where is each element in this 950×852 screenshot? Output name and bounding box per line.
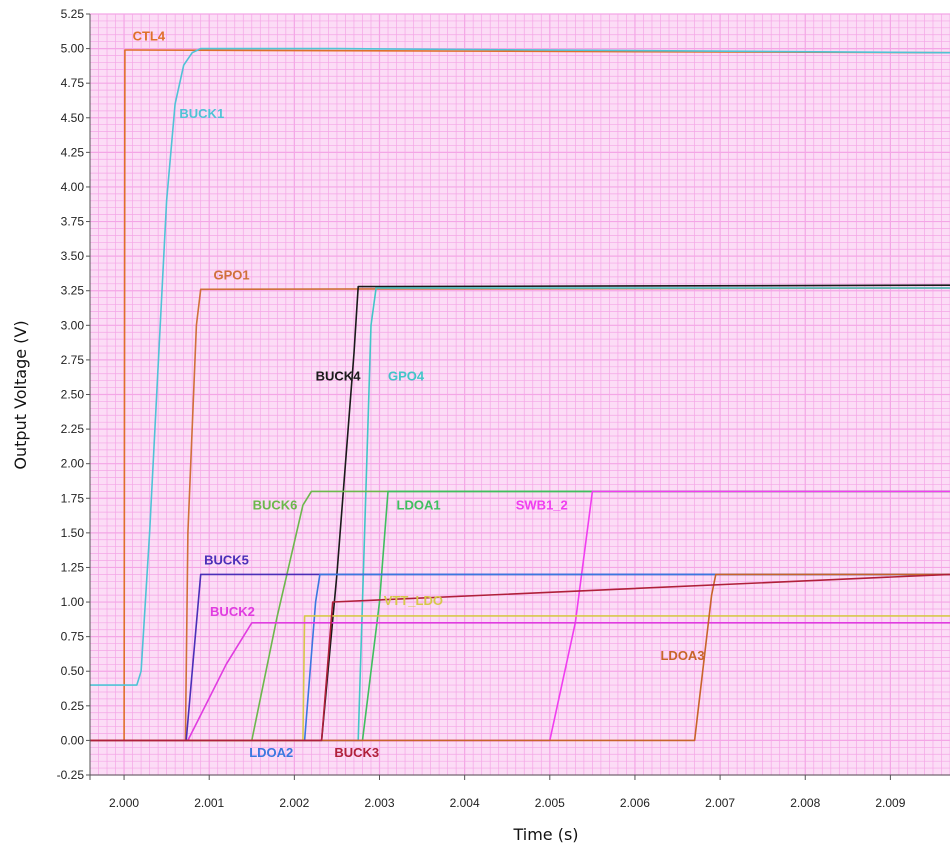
series-labels: CTL4 BUCK1 GPO1 BUCK4 GPO4 BUCK6 LDOA1 SWB1_2 BU… (133, 28, 705, 760)
series-label-ldoa1: LDOA1 (397, 497, 441, 512)
y-tick-label: 4.25 (61, 145, 85, 159)
y-tick-label: 1.00 (61, 595, 85, 609)
y-tick-label: 5.25 (61, 7, 85, 21)
x-tick-label: 2.008 (790, 796, 820, 810)
x-tick-label: 2.005 (535, 796, 565, 810)
series-line-buck1 (90, 47, 950, 686)
series-label-vtt_ldo: VTT_LDO (384, 593, 443, 608)
y-tick-label: 4.50 (61, 111, 85, 125)
y-tick-label: 4.00 (61, 180, 85, 194)
series-label-ctl4: CTL4 (133, 28, 166, 43)
series-line-buck3 (90, 573, 950, 742)
y-tick-label: 3.00 (61, 318, 85, 332)
y-tick-label: 2.25 (61, 422, 85, 436)
series-line-ldoa3 (90, 573, 950, 742)
x-tick-label: 2.003 (364, 796, 394, 810)
series-label-buck3: BUCK3 (334, 745, 379, 760)
series-label-ldoa3: LDOA3 (660, 648, 704, 663)
y-ticks: -0.25 0.00 0.25 0.50 0.75 1.00 1.25 1.50 1.75 2.0… (57, 7, 90, 782)
x-axis-label: Time (s) (512, 825, 578, 844)
x-tick-label: 2.001 (194, 796, 224, 810)
y-tick-label: 0.00 (61, 733, 85, 747)
y-tick-label: 0.50 (61, 664, 85, 678)
y-tick-label: 2.50 (61, 388, 85, 402)
x-tick-label: 2.000 (109, 796, 139, 810)
series-label-buck5: BUCK5 (204, 553, 249, 568)
y-tick-label: 2.75 (61, 353, 85, 367)
x-tick-label: 2.002 (279, 796, 309, 810)
x-tick-label: 2.007 (705, 796, 735, 810)
series-label-ldoa2: LDOA2 (249, 745, 293, 760)
y-tick-label: 4.75 (61, 76, 85, 90)
y-tick-label: 1.75 (61, 491, 85, 505)
series-label-buck4: BUCK4 (316, 369, 362, 384)
y-tick-label: 3.25 (61, 284, 85, 298)
x-ticks: 2.000 2.001 2.002 2.003 2.004 2.005 2.006 2.007… (89, 775, 906, 810)
y-tick-label: 1.50 (61, 526, 85, 540)
y-tick-label: 0.25 (61, 699, 85, 713)
x-tick-label: 2.006 (620, 796, 650, 810)
series-label-gpo4: GPO4 (388, 369, 425, 384)
y-tick-label: 3.75 (61, 215, 85, 229)
x-tick-label: 2.004 (450, 796, 480, 810)
x-tick-label: 2.009 (875, 796, 905, 810)
series-label-buck2: BUCK2 (210, 604, 255, 619)
y-tick-label: 1.25 (61, 560, 85, 574)
series-label-swb1_2: SWB1_2 (516, 497, 568, 512)
y-tick-label: 2.00 (61, 457, 85, 471)
y-tick-label: -0.25 (57, 768, 85, 782)
y-tick-label: 3.50 (61, 249, 85, 263)
y-axis-label: Output Voltage (V) (11, 320, 30, 469)
grid (89, 13, 950, 776)
y-tick-label: 0.75 (61, 630, 85, 644)
series-label-buck1: BUCK1 (179, 106, 224, 121)
series-label-gpo1: GPO1 (213, 268, 249, 283)
series-group (90, 47, 950, 742)
y-tick-label: 5.00 (61, 42, 85, 56)
series-label-buck6: BUCK6 (253, 497, 298, 512)
